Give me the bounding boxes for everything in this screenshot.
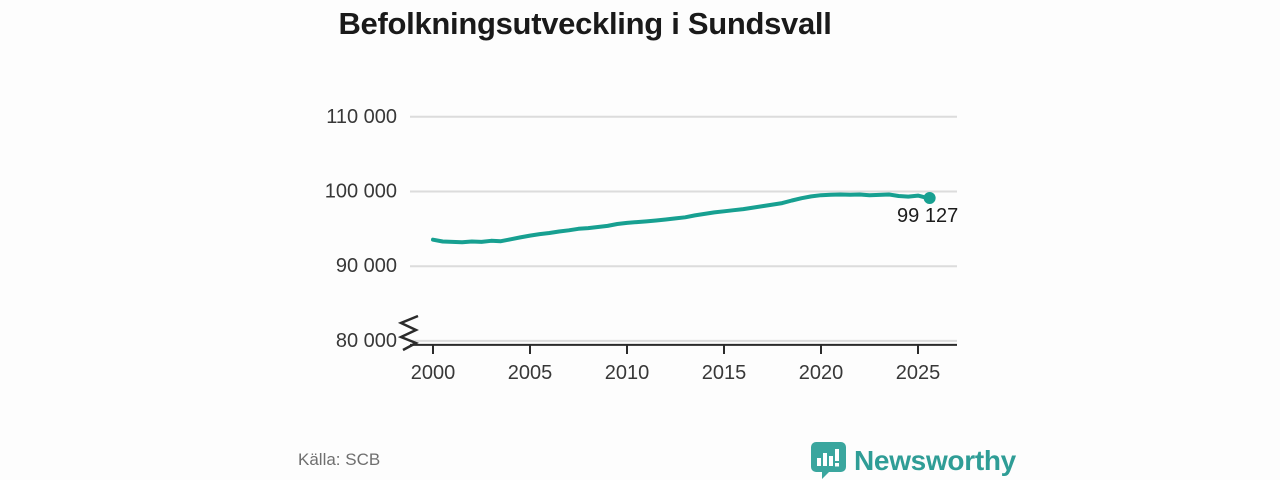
newsworthy-wordmark: Newsworthy <box>854 444 1016 476</box>
y-tick-label: 110 000 <box>326 106 397 128</box>
chart-title: Befolkningsutveckling i Sundsvall <box>338 6 832 41</box>
last-point-dot <box>923 192 936 205</box>
y-tick-label: 90 000 <box>336 255 397 277</box>
x-tick-label: 2015 <box>702 362 747 384</box>
x-tick-label: 2000 <box>411 362 456 384</box>
axis-break-icon <box>397 314 419 352</box>
population-line <box>431 192 932 245</box>
newsworthy-logo: Newsworthy <box>810 441 1016 479</box>
population-line-chart: 110 000 100 000 90 000 80 000 2000 2005 2010 20… <box>325 106 959 384</box>
y-tick-label: 100 000 <box>325 181 397 203</box>
x-tick-label: 2010 <box>605 362 650 384</box>
source-note: Källa: SCB <box>298 450 381 469</box>
y-tick-label: 80 000 <box>336 330 397 352</box>
x-tick-label: 2025 <box>896 362 941 384</box>
x-tick-label: 2020 <box>799 362 844 384</box>
last-point-value-label: 99 127 <box>897 205 958 227</box>
x-tick-label: 2005 <box>508 362 553 384</box>
newsworthy-logo-icon <box>811 442 846 479</box>
